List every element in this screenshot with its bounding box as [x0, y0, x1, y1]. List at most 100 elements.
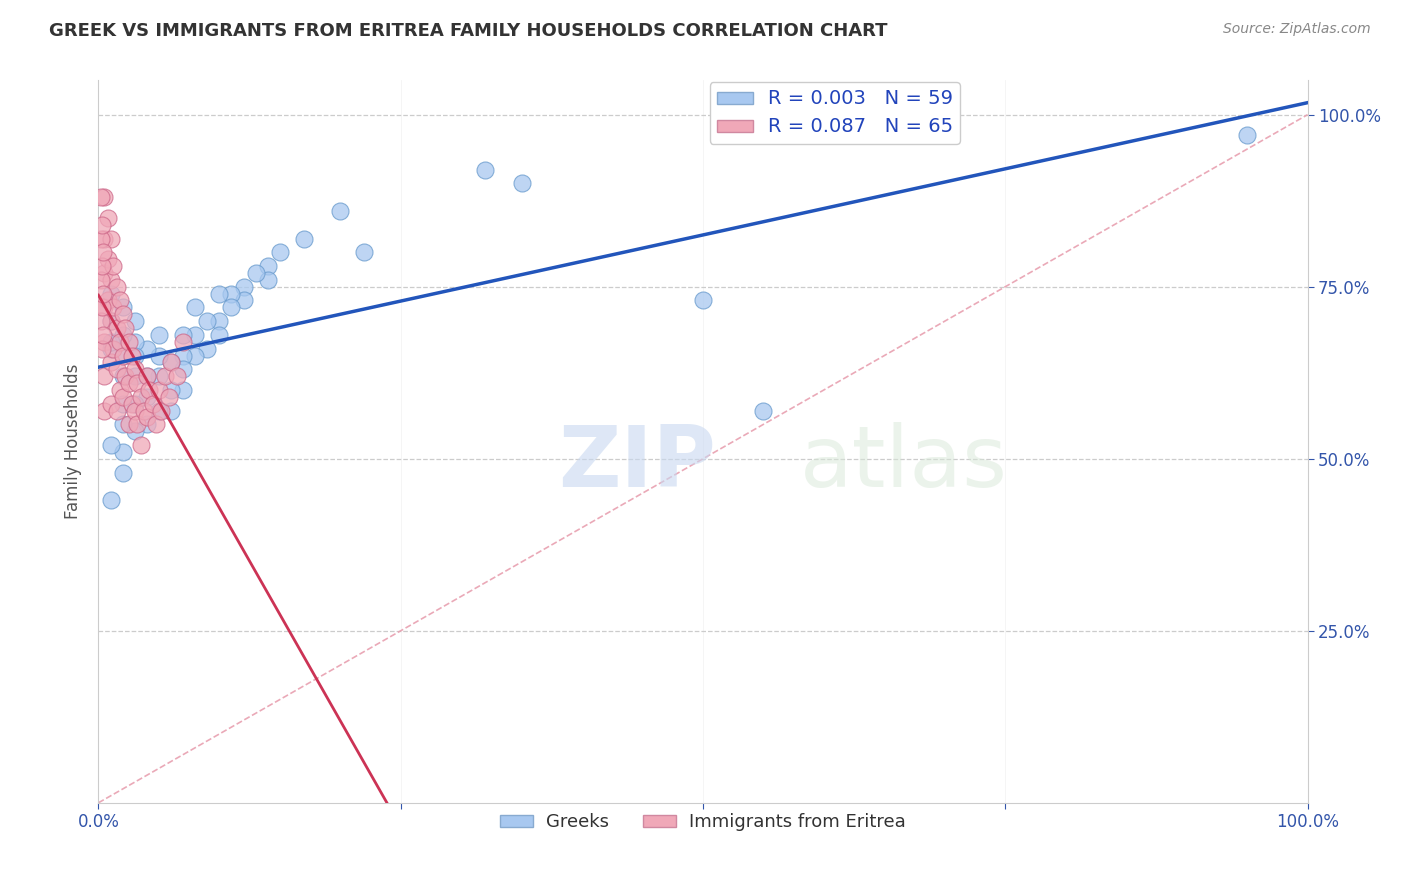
Point: [160, 355, 183, 369]
Point: [124, 424, 146, 438]
Point: [101, 301, 124, 315]
Point: [142, 397, 165, 411]
Point: [138, 383, 160, 397]
Point: [221, 301, 243, 315]
Point: [172, 362, 194, 376]
Point: [90, 231, 112, 245]
Point: [100, 286, 122, 301]
Point: [105, 362, 128, 376]
Point: [474, 162, 496, 177]
Point: [118, 376, 141, 390]
Point: [148, 327, 170, 342]
Point: [145, 417, 167, 432]
Point: [114, 321, 136, 335]
Point: [100, 231, 122, 245]
Point: [93, 231, 115, 245]
Point: [208, 327, 231, 342]
Point: [90, 190, 112, 204]
Point: [105, 403, 128, 417]
Point: [135, 410, 157, 425]
Point: [160, 403, 183, 417]
Point: [157, 390, 180, 404]
Point: [329, 204, 352, 219]
Point: [124, 314, 146, 328]
Point: [129, 390, 152, 404]
Point: [221, 286, 243, 301]
Point: [121, 349, 143, 363]
Point: [135, 390, 157, 404]
Text: GREEK VS IMMIGRANTS FROM ERITREA FAMILY HOUSEHOLDS CORRELATION CHART: GREEK VS IMMIGRANTS FROM ERITREA FAMILY …: [49, 22, 887, 40]
Point: [111, 301, 134, 315]
Point: [135, 369, 157, 384]
Point: [184, 327, 207, 342]
Point: [93, 190, 115, 204]
Text: ZIP: ZIP: [558, 422, 716, 505]
Point: [153, 369, 176, 384]
Point: [124, 403, 146, 417]
Point: [91, 342, 114, 356]
Point: [129, 438, 152, 452]
Point: [100, 355, 122, 369]
Point: [292, 231, 315, 245]
Point: [97, 252, 120, 267]
Point: [269, 245, 291, 260]
Point: [134, 403, 156, 417]
Point: [195, 342, 218, 356]
Point: [135, 417, 157, 432]
Point: [111, 397, 134, 411]
Point: [510, 177, 533, 191]
Point: [127, 376, 149, 390]
Point: [100, 334, 122, 349]
Point: [111, 349, 134, 363]
Point: [752, 403, 775, 417]
Point: [172, 383, 194, 397]
Point: [208, 314, 231, 328]
Point: [232, 293, 254, 308]
Y-axis label: Family Households: Family Households: [65, 364, 83, 519]
Point: [692, 293, 714, 308]
Point: [232, 279, 254, 293]
Point: [100, 314, 122, 328]
Point: [166, 369, 188, 384]
Point: [111, 327, 134, 342]
Point: [91, 259, 114, 273]
Point: [118, 417, 141, 432]
Point: [114, 369, 136, 384]
Point: [111, 466, 134, 480]
Point: [111, 445, 134, 459]
Point: [111, 349, 134, 363]
Point: [93, 301, 115, 315]
Point: [208, 286, 231, 301]
Point: [108, 293, 131, 308]
Point: [172, 334, 194, 349]
Point: [160, 355, 183, 369]
Point: [100, 397, 122, 411]
Point: [135, 369, 157, 384]
Point: [148, 369, 170, 384]
Point: [90, 273, 112, 287]
Point: [172, 327, 194, 342]
Point: [124, 397, 146, 411]
Point: [93, 266, 115, 280]
Point: [118, 334, 141, 349]
Text: Source: ZipAtlas.com: Source: ZipAtlas.com: [1223, 22, 1371, 37]
Point: [90, 314, 112, 328]
Point: [111, 307, 134, 321]
Point: [97, 293, 120, 308]
Point: [111, 369, 134, 384]
Point: [100, 273, 122, 287]
Point: [1236, 128, 1258, 143]
Point: [245, 266, 267, 280]
Point: [108, 334, 131, 349]
Point: [121, 397, 143, 411]
Point: [148, 383, 170, 397]
Point: [100, 314, 122, 328]
Point: [124, 349, 146, 363]
Point: [111, 390, 134, 404]
Point: [135, 342, 157, 356]
Point: [160, 383, 183, 397]
Point: [97, 211, 120, 225]
Point: [195, 314, 218, 328]
Point: [105, 279, 128, 293]
Point: [91, 245, 114, 260]
